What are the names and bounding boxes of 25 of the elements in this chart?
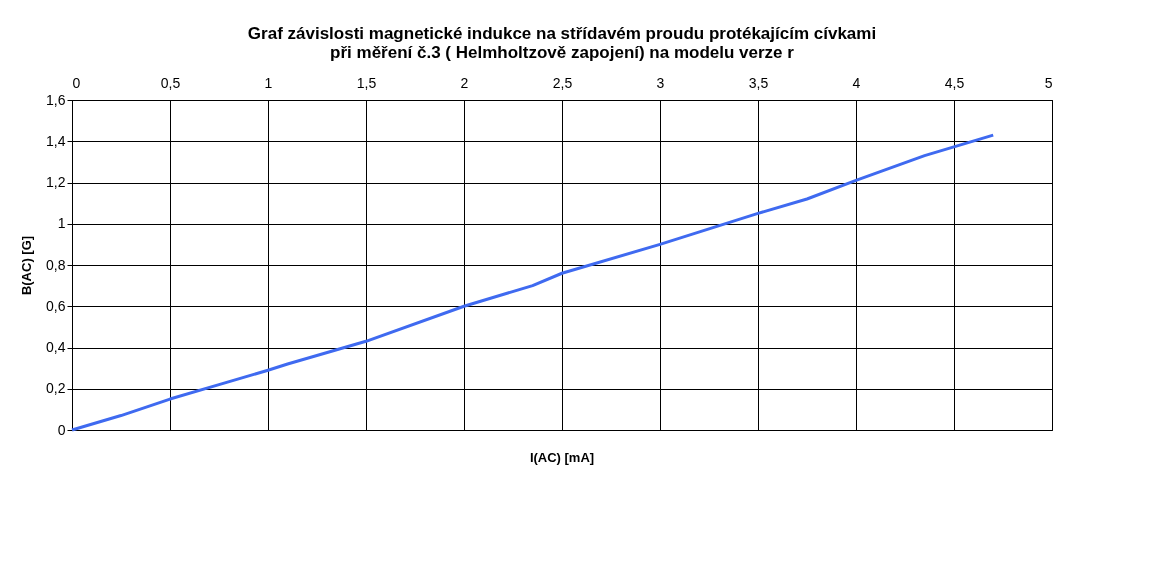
line-series (70, 133, 995, 432)
x-tick-label: 4,5 (944, 74, 965, 91)
x-tick-label: 0,5 (160, 74, 181, 91)
y-tick-label: 1,2 (46, 174, 66, 190)
x-tick-label: 5 (1044, 74, 1053, 91)
x-axis-title: I(AC) [mA] (529, 450, 595, 465)
x-tick-label: 2,5 (552, 74, 573, 91)
y-tick-label: 0,8 (46, 256, 66, 273)
y-tick-label: 0,6 (46, 297, 66, 314)
y-tick-label: 0,2 (46, 380, 66, 397)
y-axis-title: B(AC) [G] (19, 235, 35, 296)
x-tick-label: 4 (852, 74, 861, 91)
x-tick-label: 0 (72, 74, 81, 91)
y-tick-label: 0,4 (46, 339, 66, 355)
y-tick-label: 1,4 (46, 132, 66, 149)
y-tick-label: 0 (57, 421, 66, 438)
y-tick-label: 1,6 (46, 91, 66, 108)
x-tick-label: 1,5 (356, 74, 377, 91)
x-tick-label: 3 (656, 74, 665, 91)
y-tick-label: 1 (57, 215, 66, 232)
text: při měření č.3 ( Helmholtzově zapojení) na modelu verze r (330, 43, 794, 62)
x-tick-label: 1 (264, 74, 273, 91)
x-tick-label: 2 (460, 74, 469, 91)
x-tick-label: 3,5 (748, 74, 769, 91)
text: Graf závislosti magnetické indukce na střídavém proudu protékajícím cívkami (247, 24, 877, 43)
